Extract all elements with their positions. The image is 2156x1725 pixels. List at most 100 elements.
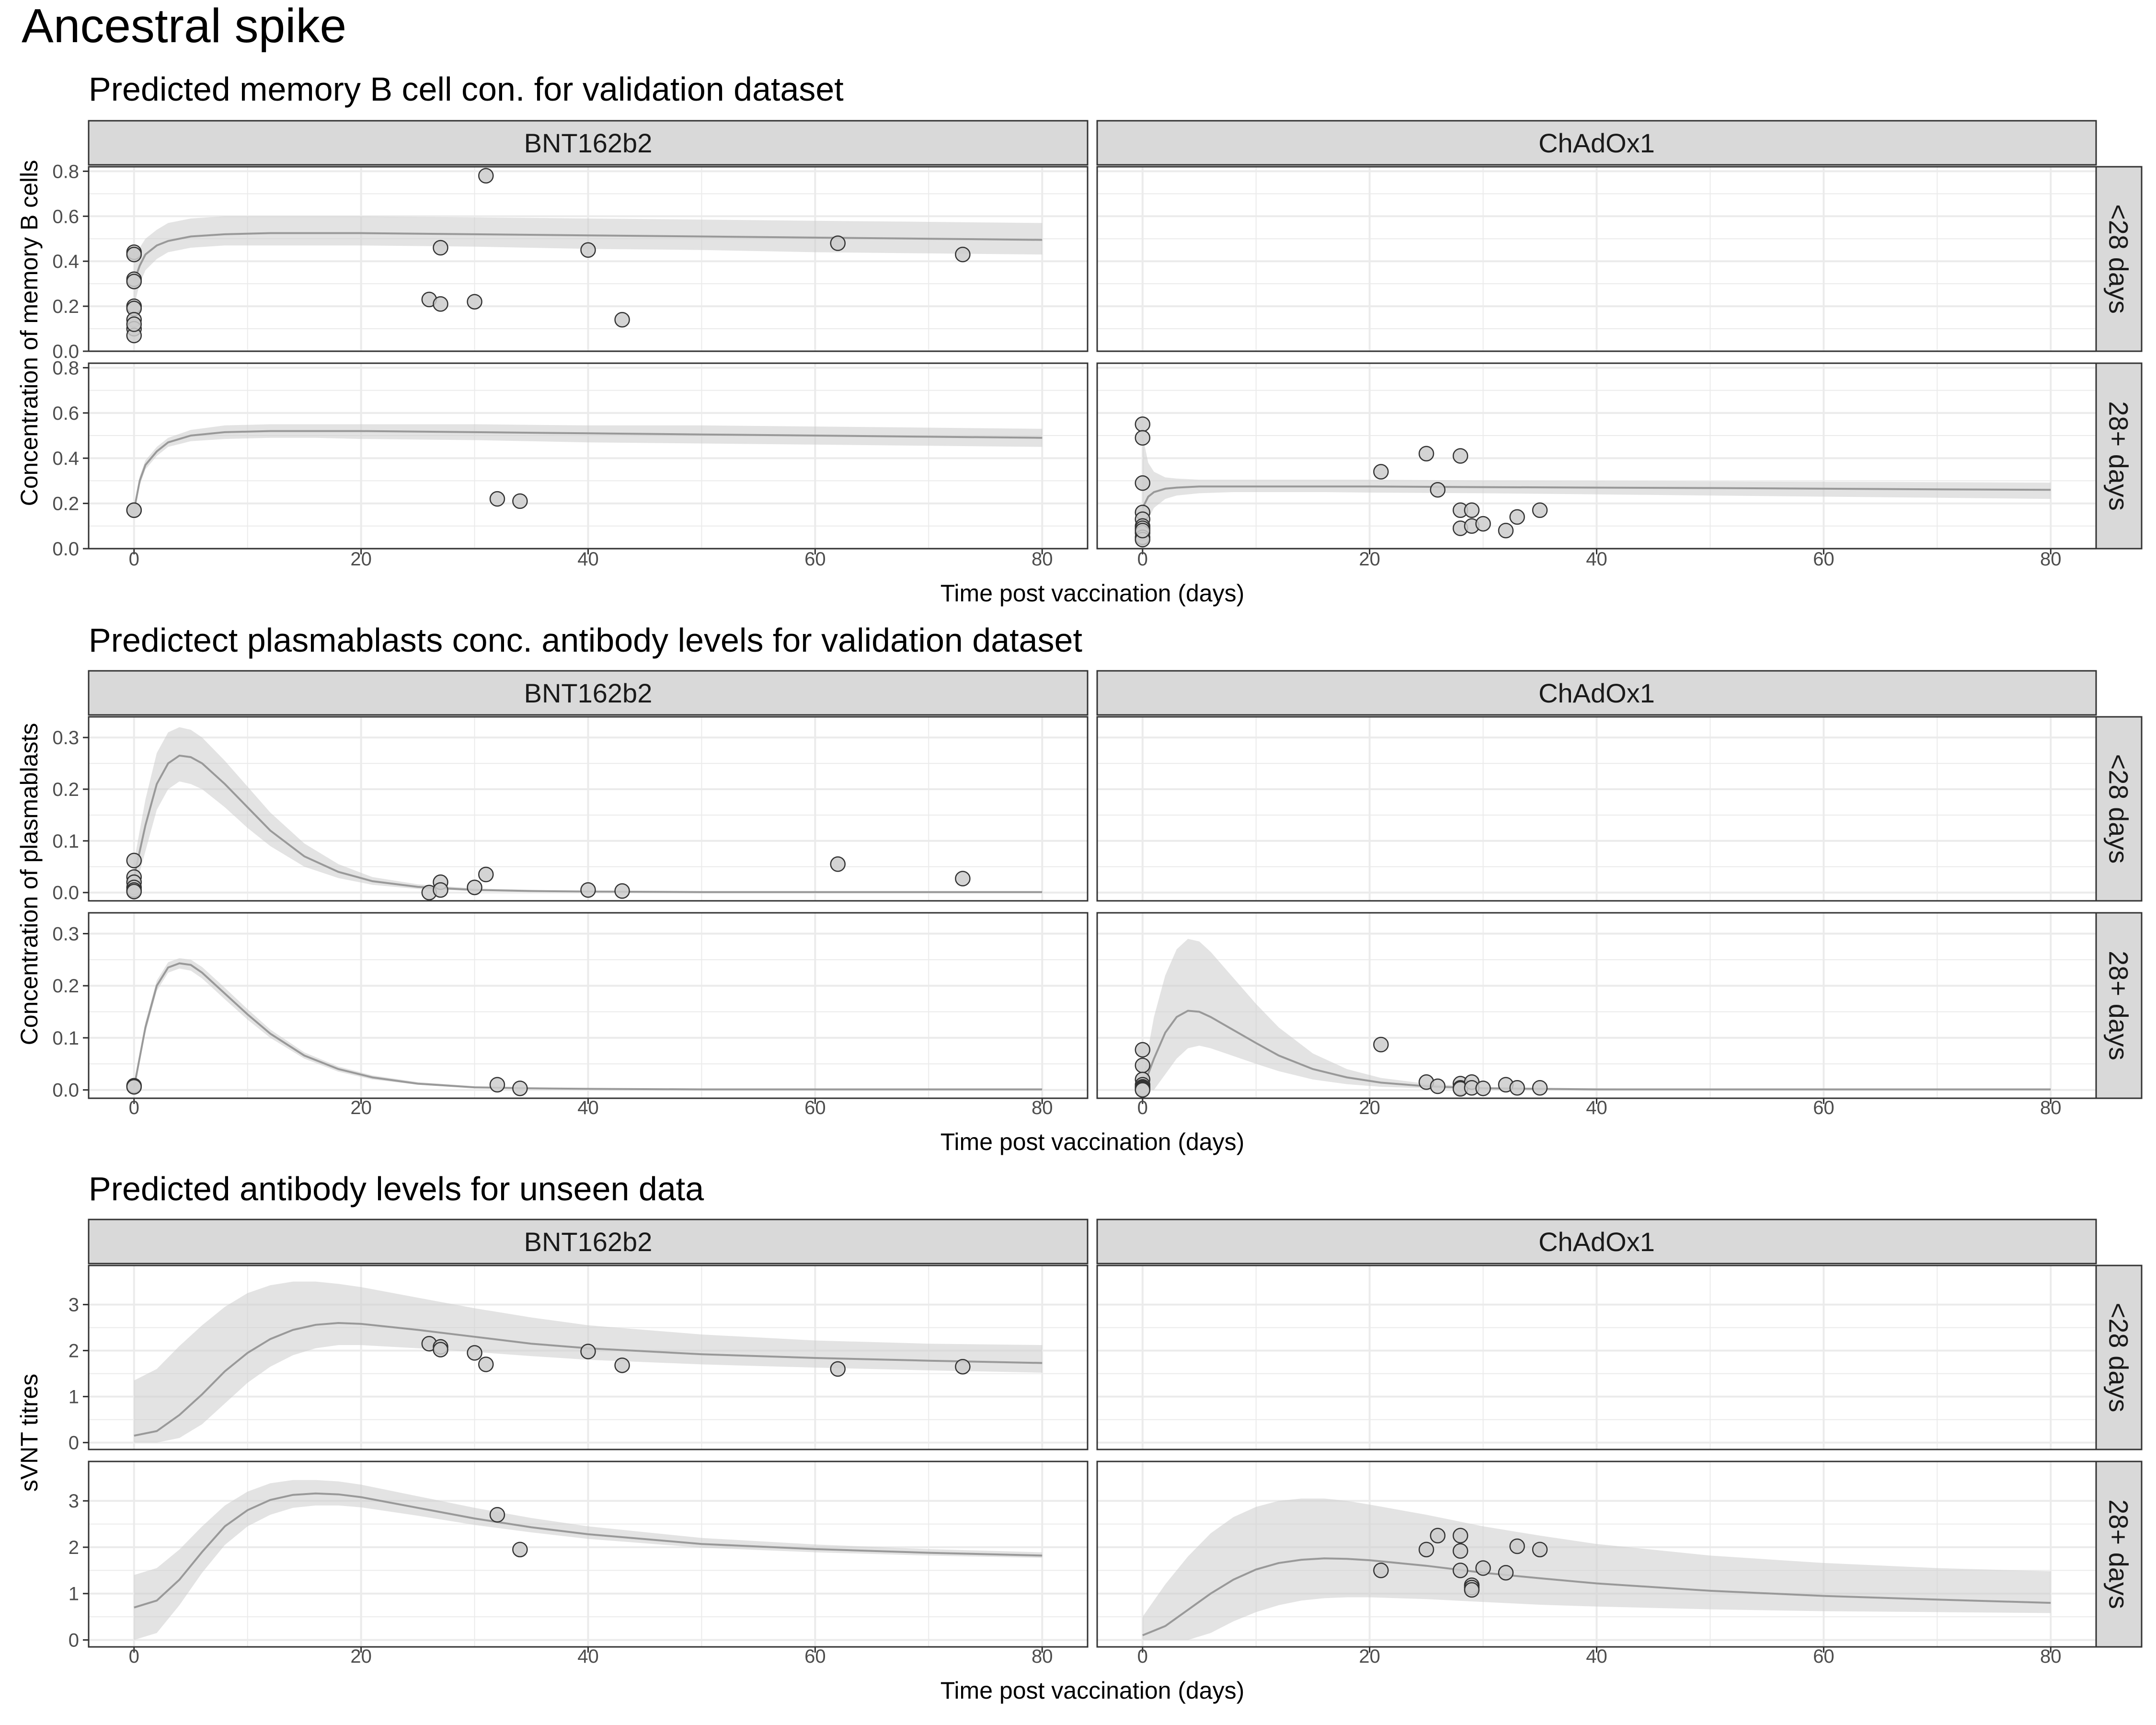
data-point [512, 1081, 528, 1096]
data-point [1135, 416, 1151, 432]
data-point [614, 1357, 630, 1373]
data-point [1464, 1582, 1480, 1598]
column-strip-label: BNT162b2 [524, 1227, 653, 1257]
x-tick-label: 0 [129, 1097, 139, 1118]
data-point [1532, 1080, 1548, 1096]
fit-line [133, 430, 1043, 511]
data-point [580, 1344, 596, 1359]
fit-line [133, 754, 1043, 893]
data-point [1135, 1042, 1151, 1058]
y-tick-label: 0 [69, 1433, 79, 1454]
x-tick-label: 20 [1359, 549, 1380, 570]
page-title: Ancestral spike [22, 0, 346, 53]
x-tick-label: 80 [2040, 1097, 2062, 1118]
data-point [1418, 1541, 1434, 1558]
chart-title: Predictect plasmablasts conc. antibody l… [89, 621, 1082, 659]
panel-border [88, 1265, 1089, 1450]
row-strip-label: <28 days [2104, 204, 2134, 314]
data-point [1373, 1563, 1389, 1578]
data-point [433, 1342, 448, 1357]
data-point [126, 1079, 142, 1095]
y-tick-label: 0 [69, 1630, 79, 1651]
column-strip-label: ChAdOx1 [1538, 678, 1655, 708]
x-tick-label: 80 [1032, 1646, 1053, 1667]
y-tick-label: 0.4 [52, 251, 79, 272]
data-point [1135, 430, 1151, 446]
y-tick-label: 0.2 [52, 494, 79, 515]
data-point [126, 502, 142, 518]
panel-border [88, 166, 1089, 352]
data-point [126, 884, 142, 899]
fit-line [134, 1322, 1043, 1437]
column-strip [88, 1219, 1089, 1265]
data-point [614, 883, 630, 899]
confidence-ribbon [1142, 1498, 2051, 1640]
y-tick-label: 2 [69, 1537, 79, 1558]
data-point [1373, 1036, 1389, 1053]
chart-2: Predicted antibody levels for unseen dat… [16, 1170, 2143, 1704]
fit-line [1141, 1010, 2051, 1091]
row-strip-label: <28 days [2104, 754, 2134, 864]
x-tick-label: 80 [1032, 1097, 1053, 1118]
chart-title: Predicted memory B cell con. for validat… [89, 70, 844, 108]
chart-1: Predictect plasmablasts conc. antibody l… [16, 621, 2143, 1155]
data-point [955, 246, 971, 263]
y-axis-label: Concentration of plasmablasts [16, 723, 43, 1046]
column-strip-label: BNT162b2 [524, 678, 653, 708]
x-tick-label: 40 [1586, 1646, 1607, 1667]
y-tick-label: 1 [69, 1584, 79, 1605]
data-point [478, 866, 494, 883]
column-strip-label: ChAdOx1 [1538, 128, 1655, 158]
x-tick-label: 20 [350, 549, 372, 570]
y-tick-label: 3 [69, 1491, 79, 1512]
x-tick-label: 80 [2040, 1646, 2062, 1667]
y-tick-label: 0.2 [52, 976, 79, 997]
data-point [478, 168, 494, 184]
panel: 0 20 40 60 80 [1096, 1460, 2097, 1667]
data-point [126, 246, 142, 263]
data-point [955, 871, 971, 886]
panel-border [88, 716, 1089, 902]
data-point [478, 1357, 494, 1372]
row-strip-label: <28 days [2104, 1303, 2134, 1413]
data-point [126, 316, 142, 332]
row-strip [2095, 912, 2143, 1099]
data-point [1430, 1528, 1446, 1544]
column-strip [88, 670, 1089, 716]
panel-border [1096, 1265, 2097, 1450]
y-tick-label: 0.8 [52, 161, 79, 182]
y-tick-label: 0.2 [52, 779, 79, 800]
row-strip-label: 28+ days [2104, 1499, 2134, 1609]
y-tick-label: 0.1 [52, 831, 79, 852]
x-tick-label: 60 [804, 549, 826, 570]
panel [1096, 166, 2097, 352]
x-tick-label: 60 [804, 1646, 826, 1667]
y-tick-label: 0.0 [52, 883, 79, 904]
x-tick-label: 60 [1813, 1097, 1835, 1118]
x-tick-label: 0 [1137, 1646, 1148, 1667]
row-strip-label: 28+ days [2104, 951, 2134, 1060]
data-point [1509, 1080, 1525, 1096]
x-tick-label: 0 [129, 1646, 139, 1667]
data-point [512, 1541, 528, 1558]
fit-line [133, 232, 1043, 282]
x-tick-label: 80 [1032, 549, 1053, 570]
data-point [1464, 502, 1480, 518]
panel: 0.0 0.2 0.4 0.6 0.8 [52, 161, 1089, 362]
data-point [467, 879, 482, 896]
data-point [126, 274, 142, 289]
data-point [830, 856, 846, 872]
panel-border [1096, 716, 2097, 902]
data-point [1430, 1078, 1446, 1094]
panel-border [1096, 166, 2097, 352]
data-point [433, 882, 448, 898]
data-point [1498, 1564, 1514, 1581]
data-point [1430, 482, 1446, 498]
chart-title: Predicted antibody levels for unseen dat… [89, 1170, 704, 1208]
x-tick-label: 60 [1813, 549, 1835, 570]
chart-0: Predicted memory B cell con. for validat… [16, 70, 2143, 607]
data-point [1498, 522, 1514, 539]
x-tick-label: 60 [1813, 1646, 1835, 1667]
y-tick-label: 0.6 [52, 403, 79, 424]
